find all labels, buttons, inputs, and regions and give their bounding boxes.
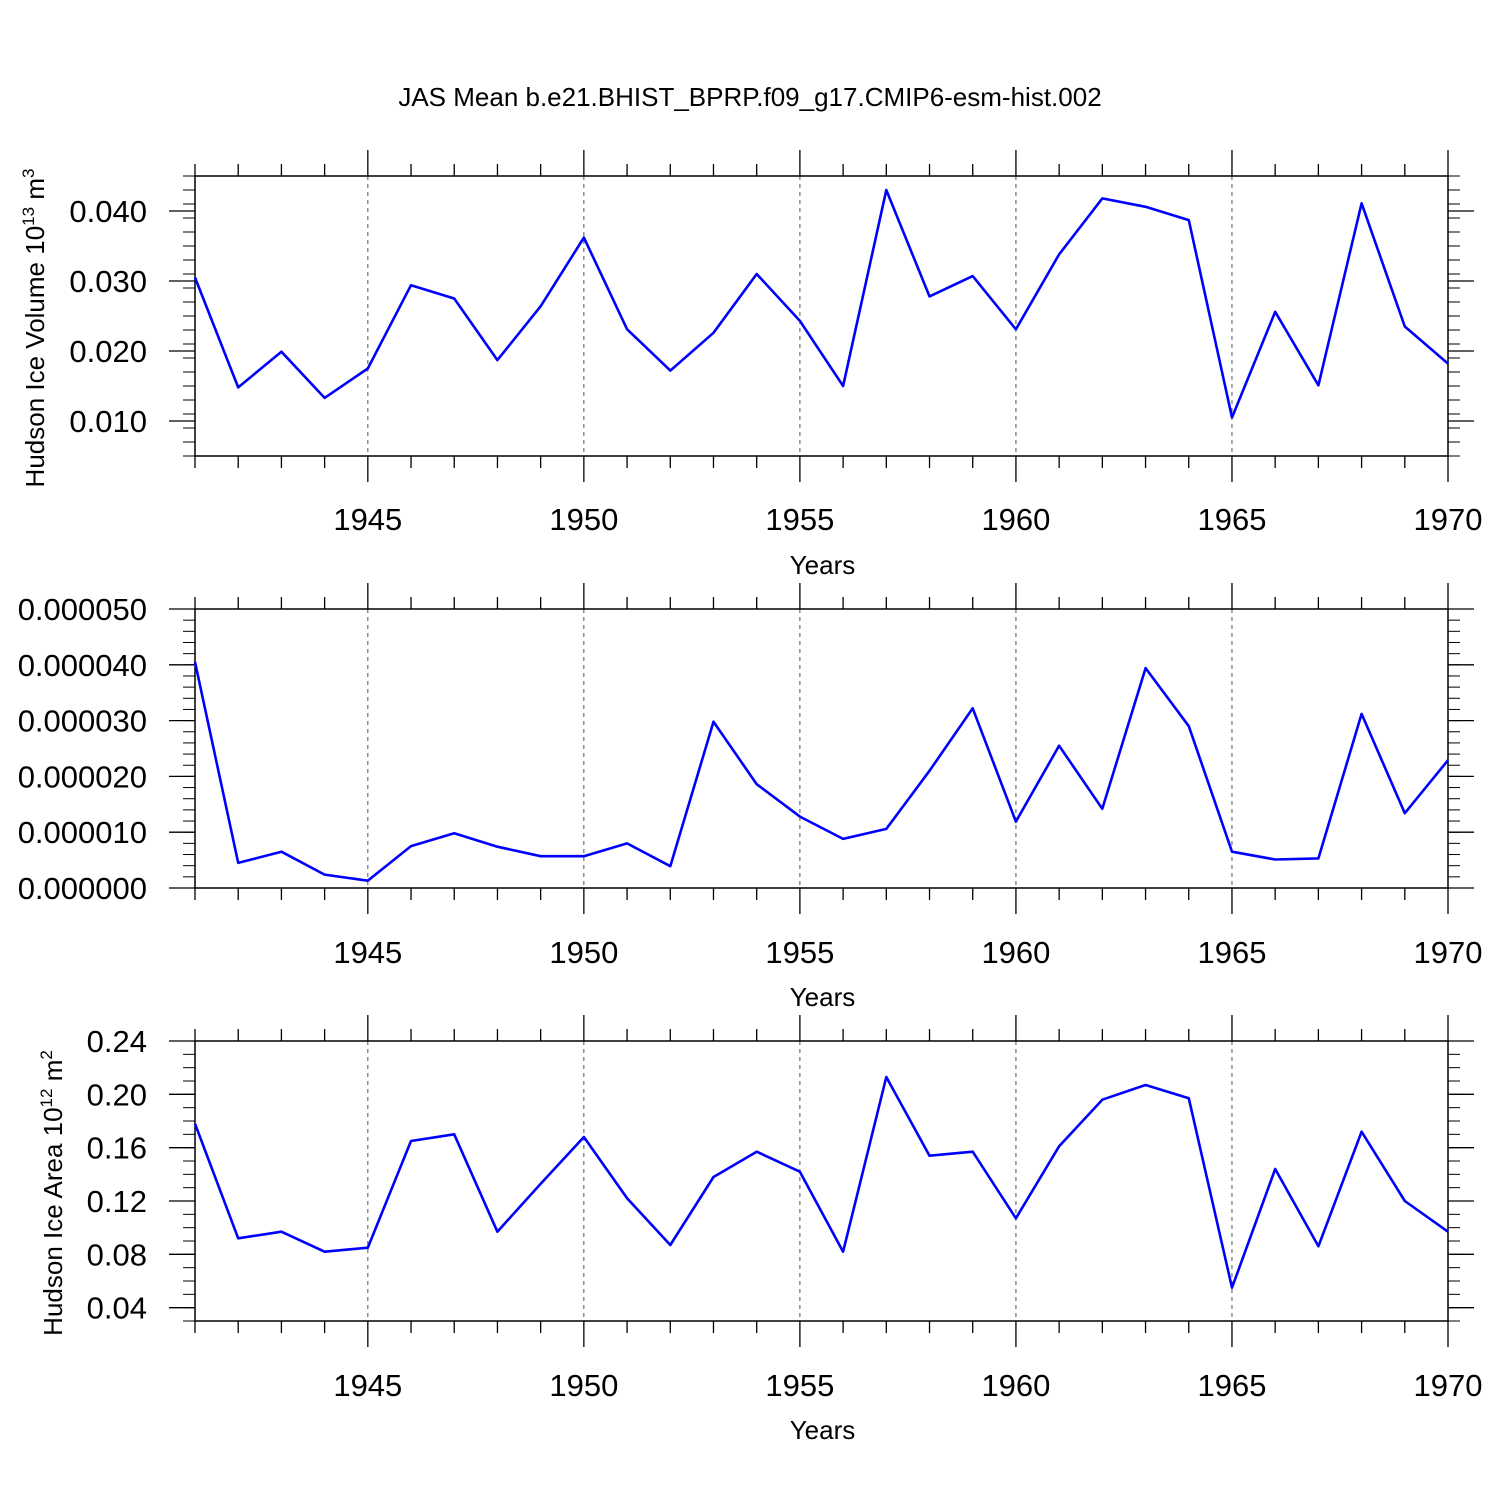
x-tick-label: 1965 — [1197, 502, 1266, 537]
y-tick-label: 0.000000 — [18, 871, 147, 906]
y-tick-label: 0.20 — [87, 1077, 147, 1112]
y-tick-label: 0.020 — [69, 334, 147, 369]
y-tick-label: 0.04 — [87, 1291, 147, 1326]
x-tick-label: 1970 — [1414, 502, 1483, 537]
x-tick-label: 1960 — [981, 935, 1050, 970]
x-tick-label: 1970 — [1414, 935, 1483, 970]
y-tick-label: 0.030 — [69, 264, 147, 299]
x-tick-label: 1955 — [765, 935, 834, 970]
x-tick-label: 1960 — [981, 1368, 1050, 1403]
y-tick-label: 0.24 — [87, 1024, 147, 1059]
x-axis-label: Years — [790, 1415, 856, 1445]
y-tick-label: 0.000050 — [18, 592, 147, 627]
x-tick-label: 1950 — [549, 1368, 618, 1403]
y-tick-label: 0.000040 — [18, 648, 147, 683]
x-tick-label: 1950 — [549, 502, 618, 537]
plot-frame — [194, 175, 1449, 457]
y-axis-label: Hudson Ice Volume 1013 m3 — [19, 169, 50, 488]
x-axis-label: Years — [790, 550, 856, 580]
x-axis-label: Years — [790, 982, 856, 1012]
y-tick-label: 0.000030 — [18, 704, 147, 739]
y-tick-label: 0.000020 — [18, 759, 147, 794]
panel-3: 1945 1950 1955 1960 1965 1970 0.04 0.08 0.12 0.16… — [37, 1015, 1482, 1445]
x-tick-label: 1945 — [333, 935, 402, 970]
x-tick-label: 1945 — [333, 1368, 402, 1403]
x-tick-label: 1960 — [981, 502, 1050, 537]
x-tick-label: 1965 — [1197, 1368, 1266, 1403]
y-tick-label: 0.000010 — [18, 815, 147, 850]
plot-frame — [194, 1040, 1449, 1322]
y-tick-label: 0.12 — [87, 1184, 147, 1219]
panels: 1945 1950 1955 1960 1965 1970 0.010 0.020 0.030 0… — [18, 150, 1483, 1445]
x-tick-label: 1955 — [765, 1368, 834, 1403]
data-line — [193, 1075, 1449, 1289]
panel-2: 1945 1950 1955 1960 1965 1970 0.000000 0.000010… — [18, 583, 1483, 1012]
x-tick-label: 1965 — [1197, 935, 1266, 970]
y-tick-label: 0.16 — [87, 1131, 147, 1166]
x-tick-label: 1955 — [765, 502, 834, 537]
data-line — [193, 188, 1449, 419]
x-tick-label: 1970 — [1414, 1368, 1483, 1403]
y-tick-label: 0.040 — [69, 194, 147, 229]
y-axis-label: Hudson Ice Area 1012 m2 — [37, 1050, 68, 1336]
y-tick-label: 0.08 — [87, 1237, 147, 1272]
x-tick-label: 1950 — [549, 935, 618, 970]
x-tick-label: 1945 — [333, 502, 402, 537]
plot-frame — [194, 608, 1449, 889]
y-tick-label: 0.010 — [69, 404, 147, 439]
figure-title: JAS Mean b.e21.BHIST_BPRP.f09_g17.CMIP6-… — [398, 82, 1101, 112]
panel-1: 1945 1950 1955 1960 1965 1970 0.010 0.020 0.030 0… — [19, 150, 1482, 580]
data-line — [193, 661, 1450, 883]
